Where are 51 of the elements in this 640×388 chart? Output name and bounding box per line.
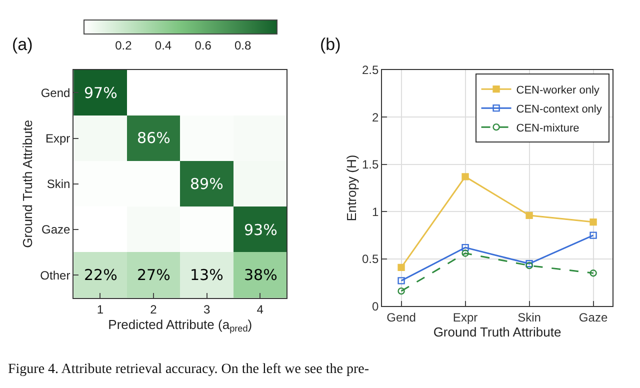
x-tick-label: Gend	[386, 310, 416, 325]
x-tick-label: Skin	[518, 310, 541, 325]
x-axis-title: Ground Truth Attribute	[433, 324, 562, 340]
color-bar-label: 0.8	[234, 38, 252, 52]
y-tick-label: Skin	[46, 177, 70, 192]
data-label: 22%	[84, 266, 118, 284]
y-axis-title: Ground Truth Attribute	[20, 120, 36, 248]
point	[590, 218, 597, 226]
y-tick-label: Expr	[46, 131, 70, 146]
x-axis-title: Predicted Attribute (a$_{pred}$)	[108, 316, 252, 334]
data-label: 27%	[137, 266, 170, 284]
caption: Figure 4. Attribute retrieval accuracy. On the left we see the pre-	[8, 362, 370, 377]
point	[462, 250, 469, 257]
data-label: 38%	[244, 266, 278, 284]
point	[526, 212, 533, 220]
point	[462, 244, 469, 252]
x-tick-label: 4	[256, 302, 264, 316]
point	[590, 270, 597, 277]
x-tick-label: 2	[150, 302, 158, 316]
x-tick-label: Expr	[452, 310, 478, 325]
data-label: 86%	[137, 129, 170, 147]
point	[398, 277, 405, 284]
y-tick-label: 2.5	[362, 63, 379, 78]
y-tick-label: 1.5	[362, 158, 379, 172]
point	[398, 264, 405, 272]
color-bar-label: 0.4	[154, 38, 172, 52]
y-axis-title: Entropy (H)	[344, 154, 359, 222]
y-tick-label: 1	[372, 204, 379, 219]
point	[462, 173, 469, 180]
legend-label: CEN-mixture	[516, 122, 580, 134]
x-tick-label: 3	[203, 302, 210, 316]
legend-label: CEN-worker only	[516, 84, 600, 96]
y-tick-label: 0.5	[362, 252, 379, 266]
y-tick-label: 0	[372, 299, 379, 314]
y-tick-label: 2	[372, 110, 379, 124]
data-label: 89%	[190, 175, 224, 193]
x-tick-label: Gaze	[578, 310, 608, 325]
data-label: 97%	[84, 84, 118, 102]
data-label: 93%	[244, 221, 278, 239]
legend-label: CEN-context only	[516, 103, 602, 116]
point	[590, 232, 597, 239]
y-tick-label: Other	[40, 268, 70, 282]
y-tick-label: Gaze	[42, 222, 71, 237]
color-bar-label: 0.2	[115, 38, 132, 52]
data-label: 13%	[190, 266, 224, 284]
color-bar-label: 0.6	[194, 38, 212, 52]
x-tick-label: 1	[96, 302, 104, 316]
y-tick-label: Gend	[40, 86, 70, 100]
point	[398, 287, 405, 295]
chart-title: (b)	[320, 35, 341, 54]
chart-title: (a)	[12, 35, 33, 54]
